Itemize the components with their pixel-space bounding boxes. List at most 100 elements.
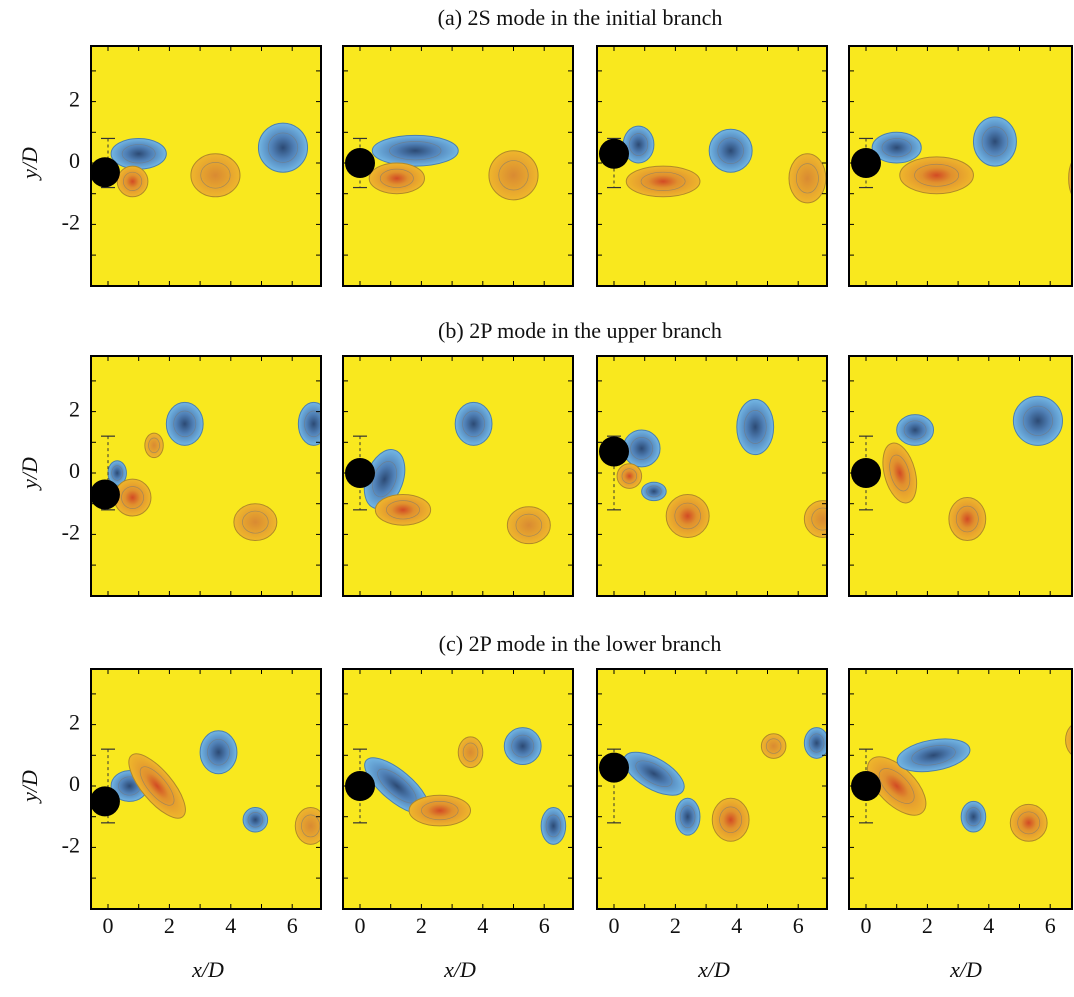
y-tick-label: -2	[62, 209, 80, 234]
x-axis-label: x/D	[191, 957, 224, 982]
panel	[90, 355, 329, 597]
panel	[596, 355, 841, 597]
vortex	[737, 399, 774, 454]
x-tick-label: 6	[287, 913, 298, 938]
vortex	[789, 154, 826, 203]
panel	[596, 668, 829, 910]
vortex	[117, 166, 148, 197]
x-tick-label: 4	[225, 913, 236, 938]
vortex	[455, 402, 492, 445]
x-tick-label: 6	[793, 913, 804, 938]
vortex	[642, 482, 667, 500]
vortex	[234, 504, 277, 541]
cylinder	[90, 479, 120, 509]
cylinder	[851, 148, 881, 178]
vortex	[973, 117, 1016, 166]
vortex	[1013, 396, 1062, 445]
x-tick-label: 0	[609, 913, 620, 938]
y-tick-label: 2	[69, 87, 80, 112]
vortex	[458, 737, 483, 768]
vortex	[114, 479, 151, 516]
y-tick-label: -2	[62, 832, 80, 857]
x-tick-label: 6	[1045, 913, 1056, 938]
y-axis-label: y/D	[17, 770, 42, 804]
cylinder	[599, 753, 629, 783]
vortex	[804, 501, 841, 538]
y-axis-label: y/D	[17, 457, 42, 491]
panel-bg	[342, 668, 574, 910]
vortex	[258, 123, 307, 172]
panel	[90, 45, 322, 287]
panel-bg	[342, 45, 574, 287]
panel	[596, 45, 828, 287]
x-tick-label: 2	[670, 913, 681, 938]
vortex	[1010, 804, 1047, 841]
figure: (a) 2S mode in the initial branch y/D 2 0 -2…	[0, 0, 1074, 997]
panel	[90, 668, 326, 910]
x-tick-label: 2	[164, 913, 175, 938]
vortex	[666, 494, 709, 537]
panel	[848, 668, 1074, 910]
row-title: (b) 2P mode in the upper branch	[438, 318, 722, 343]
vortex	[375, 494, 430, 525]
x-tick-label: 4	[477, 913, 488, 938]
x-axis-label: x/D	[949, 957, 982, 982]
vortex	[504, 728, 541, 765]
vortex	[507, 507, 550, 544]
vortex	[626, 166, 700, 197]
vortex	[961, 801, 986, 832]
vortex	[541, 807, 566, 844]
cylinder	[345, 771, 375, 801]
x-axis-label: x/D	[697, 957, 730, 982]
y-tick-label: 2	[69, 710, 80, 735]
vortex	[489, 151, 538, 200]
vortex	[900, 157, 974, 194]
vortex	[761, 734, 786, 759]
y-tick-label: -2	[62, 519, 80, 544]
y-tick-label: 2	[69, 397, 80, 422]
cylinder	[599, 437, 629, 467]
x-tick-label: 0	[861, 913, 872, 938]
panel-bg	[596, 668, 828, 910]
vortex	[617, 464, 642, 489]
x-tick-label: 0	[103, 913, 114, 938]
vortex	[709, 129, 752, 172]
x-axis-label: x/D	[443, 957, 476, 982]
vortex	[200, 731, 237, 774]
x-tick-label: 6	[539, 913, 550, 938]
row-title: (a) 2S mode in the initial branch	[438, 5, 723, 30]
panel	[848, 355, 1074, 597]
x-tick-label: 2	[922, 913, 933, 938]
cylinder	[90, 786, 120, 816]
panel	[342, 45, 574, 287]
vortex	[243, 807, 268, 832]
cylinder	[90, 157, 120, 187]
vortex	[191, 154, 240, 197]
x-tick-label: 4	[731, 913, 742, 938]
cylinder	[345, 148, 375, 178]
x-tick-label: 0	[355, 913, 366, 938]
vortex	[111, 138, 166, 169]
x-tick-label: 4	[983, 913, 994, 938]
vortex	[145, 433, 163, 458]
panel	[848, 45, 1074, 287]
cylinder	[851, 458, 881, 488]
vortex	[623, 430, 660, 467]
cylinder	[599, 139, 629, 169]
vortex	[409, 795, 470, 826]
vortex	[166, 402, 203, 445]
x-tick-label: 2	[416, 913, 427, 938]
row-title: (c) 2P mode in the lower branch	[439, 631, 722, 656]
y-axis-label: y/D	[17, 147, 42, 181]
panel	[342, 668, 574, 910]
vortex	[372, 135, 458, 166]
cylinder	[851, 771, 881, 801]
vortex	[949, 498, 986, 541]
vortex	[369, 163, 424, 194]
vortex	[897, 415, 934, 446]
panel-bg	[848, 355, 1073, 597]
vortex	[675, 798, 700, 835]
y-tick-label: 0	[69, 771, 80, 796]
vortex	[298, 402, 329, 445]
y-tick-label: 0	[69, 148, 80, 173]
